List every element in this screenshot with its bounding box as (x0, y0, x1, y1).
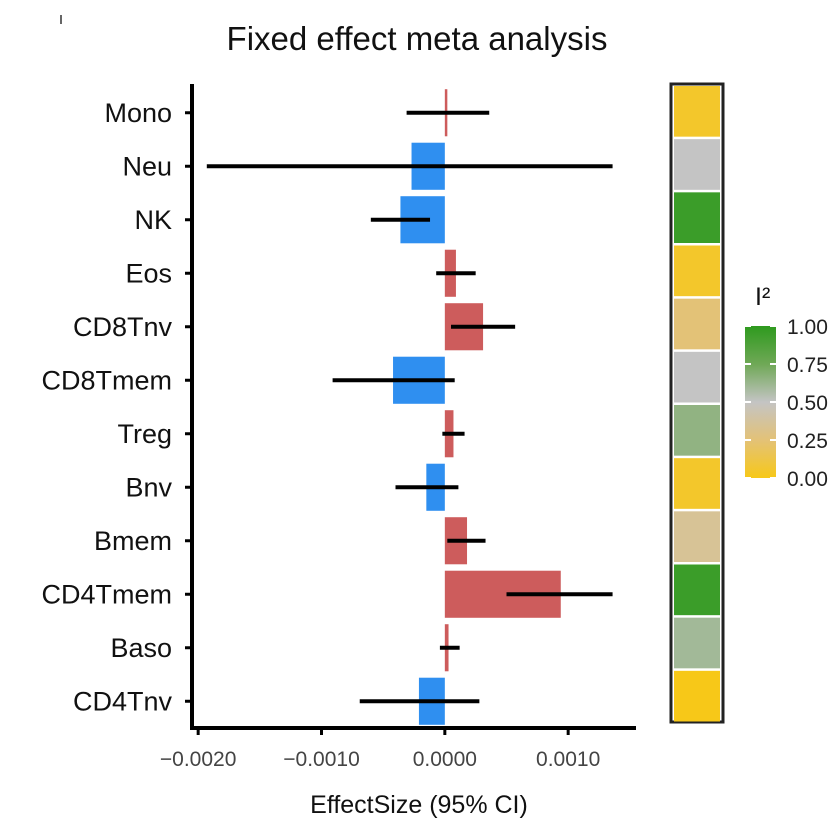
plot-area (206, 89, 613, 725)
i2-legend: I² 0.00 0.25 0.50 0.75 1.00 (745, 283, 828, 491)
y-tick-label-bnv: Bnv (125, 472, 172, 502)
y-tick-label-eos: Eos (125, 258, 172, 288)
i2-cell-treg (674, 405, 720, 456)
i2-cell-mono (674, 86, 720, 137)
i2-heatmap-column (669, 82, 725, 724)
y-tick-label-neu: Neu (122, 151, 172, 181)
y-tick-label-cd4tnv: CD4Tnv (73, 686, 173, 716)
i2-cell-bnv (674, 458, 720, 509)
y-tick-label-mono: Mono (104, 98, 172, 128)
y-tick-label-cd8tmem: CD8Tmem (41, 365, 172, 395)
y-tick-label-baso: Baso (110, 633, 172, 663)
heatmap-border (669, 82, 725, 724)
x-axis-label: EffectSize (95% CI) (310, 791, 528, 819)
y-axis: Mono Neu NK Eos CD8Tnv CD8Tmem Treg Bnv Bmem CD4T… (41, 84, 194, 728)
i2-cell-bmem (674, 511, 720, 562)
x-axis: −0.0020 −0.0010 0.0000 0.0010 (160, 726, 636, 771)
legend-tick-label: 1.00 (787, 316, 828, 339)
y-tick-label-cd4tmem: CD4Tmem (41, 579, 172, 609)
x-tick-label: 0.0000 (413, 748, 477, 771)
i2-cell-cd8tnv (674, 298, 720, 350)
i2-cell-cd4tnv (674, 670, 720, 722)
legend-tick-label: 0.00 (787, 468, 828, 491)
x-tick-label: 0.0010 (536, 748, 600, 771)
legend-title: I² (755, 283, 770, 311)
i2-cell-cd8tmem (674, 351, 720, 403)
legend-tick-label: 0.50 (787, 392, 828, 415)
y-tick-label-treg: Treg (117, 419, 172, 449)
y-tick-label-cd8tnv: CD8Tnv (73, 312, 173, 342)
i2-cell-nk (674, 192, 720, 243)
i2-cell-baso (674, 617, 720, 669)
x-tick-label: −0.0010 (283, 748, 360, 771)
chart-title: Fixed effect meta analysis (227, 20, 608, 57)
x-tick-label: −0.0020 (160, 748, 237, 771)
legend-tick-label: 0.75 (787, 354, 828, 377)
y-tick-label-bmem: Bmem (94, 526, 172, 556)
legend-tick-label: 0.25 (787, 430, 828, 453)
i2-cell-eos (674, 245, 720, 297)
i2-cell-cd4tmem (674, 564, 720, 616)
y-tick-label-nk: NK (134, 205, 172, 235)
i2-cell-neu (674, 139, 720, 190)
